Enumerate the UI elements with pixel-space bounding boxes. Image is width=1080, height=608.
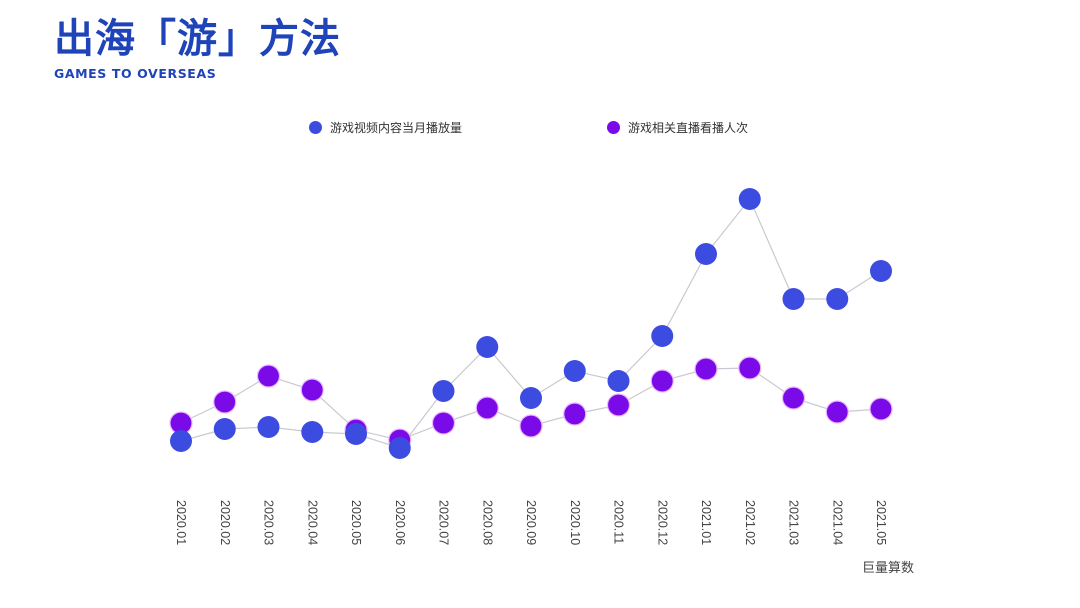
data-point[interactable]	[563, 402, 587, 426]
x-axis-tick-label: 2020.03	[261, 500, 276, 546]
x-axis-tick-label: 2020.02	[217, 500, 232, 546]
data-point[interactable]	[476, 336, 499, 358]
data-point[interactable]	[475, 396, 499, 420]
data-point[interactable]	[869, 397, 893, 421]
data-point[interactable]	[563, 360, 586, 382]
legend-item-video-views: 游戏视频内容当月播放量	[309, 117, 462, 137]
logo-title: 出海「游」方法	[54, 16, 341, 62]
legend-label: 游戏相关直播看播人次	[628, 120, 749, 135]
legend-label: 游戏视频内容当月播放量	[330, 120, 463, 135]
data-point[interactable]	[607, 370, 630, 392]
data-point[interactable]	[213, 390, 237, 414]
x-axis-tick-label: 2020.04	[305, 500, 320, 546]
data-point[interactable]	[345, 423, 367, 445]
data-point[interactable]	[213, 418, 236, 440]
data-point[interactable]	[257, 416, 280, 438]
data-point[interactable]	[432, 380, 455, 402]
x-axis-tick-label: 2021.05	[874, 500, 888, 546]
data-point[interactable]	[738, 188, 761, 210]
data-point[interactable]	[825, 400, 849, 424]
data-point[interactable]	[650, 369, 674, 393]
x-axis-tick-label: 2020.12	[655, 500, 670, 546]
data-point[interactable]	[870, 260, 892, 282]
x-axis-tick-label: 2020.01	[174, 500, 188, 546]
data-point[interactable]	[519, 414, 543, 438]
legend-marker-blue-icon	[309, 120, 322, 134]
x-axis-tick-label: 2020.07	[436, 500, 451, 546]
data-point[interactable]	[651, 325, 674, 347]
data-source-label: 巨量算数	[862, 561, 915, 576]
data-point[interactable]	[606, 393, 631, 417]
series-points	[169, 188, 893, 459]
data-point[interactable]	[520, 387, 542, 409]
x-axis-tick-label: 2020.11	[611, 500, 626, 545]
x-axis-tick-label: 2020.05	[349, 500, 363, 546]
x-axis-tick-label: 2021.03	[786, 500, 801, 546]
x-axis-tick-label: 2021.02	[742, 500, 757, 546]
data-point[interactable]	[781, 386, 806, 410]
series-line-0	[180, 197, 882, 449]
legend-item-live-viewers: 游戏相关直播看播人次	[607, 117, 748, 137]
data-point[interactable]	[826, 288, 849, 310]
x-axis-tick-label: 2020.08	[480, 500, 495, 546]
data-point[interactable]	[694, 357, 718, 381]
data-point[interactable]	[301, 421, 324, 443]
data-point[interactable]	[695, 243, 717, 265]
data-point[interactable]	[388, 437, 411, 459]
x-axis-tick-label: 2020.06	[392, 500, 407, 546]
logo-subtitle: GAMES TO OVERSEAS	[54, 66, 217, 81]
data-point[interactable]	[256, 364, 281, 388]
data-point[interactable]	[738, 356, 762, 380]
series-lines	[180, 197, 882, 449]
data-point[interactable]	[300, 378, 324, 402]
data-point[interactable]	[431, 411, 456, 435]
data-point[interactable]	[170, 430, 192, 452]
x-axis-tick-label: 2021.04	[830, 500, 845, 546]
legend-marker-purple-icon	[607, 120, 620, 134]
x-axis-tick-label: 2020.09	[524, 500, 538, 546]
brand-logo: 出海「游」方法 GAMES TO OVERSEAS	[54, 16, 341, 81]
data-point[interactable]	[782, 288, 805, 310]
x-axis-tick-label: 2020.10	[567, 500, 582, 546]
x-axis-tick-label: 2021.01	[699, 500, 713, 546]
